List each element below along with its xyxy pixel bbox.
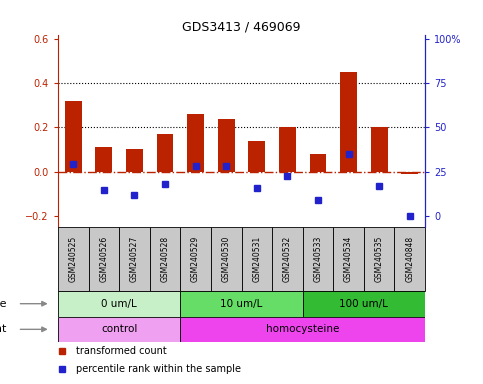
Bar [310, 154, 327, 172]
Text: dose: dose [0, 299, 7, 309]
Bar [333, 227, 364, 291]
Bar [156, 134, 173, 172]
Bar [180, 316, 425, 342]
Text: GSM240530: GSM240530 [222, 236, 231, 282]
Bar [58, 316, 180, 342]
Text: 100 um/L: 100 um/L [340, 299, 388, 309]
Text: GSM240526: GSM240526 [99, 236, 108, 282]
Bar [58, 227, 88, 291]
Bar [364, 227, 395, 291]
Bar [395, 227, 425, 291]
Text: homocysteine: homocysteine [266, 324, 340, 334]
Bar [248, 141, 265, 172]
Text: GSM240527: GSM240527 [130, 236, 139, 282]
Text: agent: agent [0, 324, 7, 334]
Bar [126, 149, 143, 172]
Text: GSM240531: GSM240531 [252, 236, 261, 282]
Text: 10 um/L: 10 um/L [220, 299, 263, 309]
Text: percentile rank within the sample: percentile rank within the sample [76, 364, 242, 374]
Title: GDS3413 / 469069: GDS3413 / 469069 [182, 20, 301, 33]
Bar [58, 291, 180, 316]
Bar [371, 127, 387, 172]
Bar [187, 114, 204, 172]
Text: control: control [101, 324, 137, 334]
Bar [218, 119, 235, 172]
Bar [272, 227, 303, 291]
Bar [303, 227, 333, 291]
Text: GSM240525: GSM240525 [69, 236, 78, 282]
Text: transformed count: transformed count [76, 346, 167, 356]
Text: GSM240533: GSM240533 [313, 236, 323, 282]
Bar [279, 127, 296, 172]
Bar [96, 147, 112, 172]
Text: GSM240532: GSM240532 [283, 236, 292, 282]
Bar [211, 227, 242, 291]
Bar [88, 227, 119, 291]
Bar [119, 227, 150, 291]
Bar [180, 291, 303, 316]
Text: GSM240528: GSM240528 [160, 236, 170, 282]
Text: GSM240535: GSM240535 [375, 236, 384, 282]
Bar [150, 227, 180, 291]
Bar [401, 172, 418, 174]
Text: GSM240848: GSM240848 [405, 236, 414, 282]
Bar [65, 101, 82, 172]
Bar [303, 291, 425, 316]
Bar [242, 227, 272, 291]
Text: 0 um/L: 0 um/L [101, 299, 137, 309]
Text: GSM240529: GSM240529 [191, 236, 200, 282]
Bar [180, 227, 211, 291]
Bar [340, 72, 357, 172]
Text: GSM240534: GSM240534 [344, 236, 353, 282]
